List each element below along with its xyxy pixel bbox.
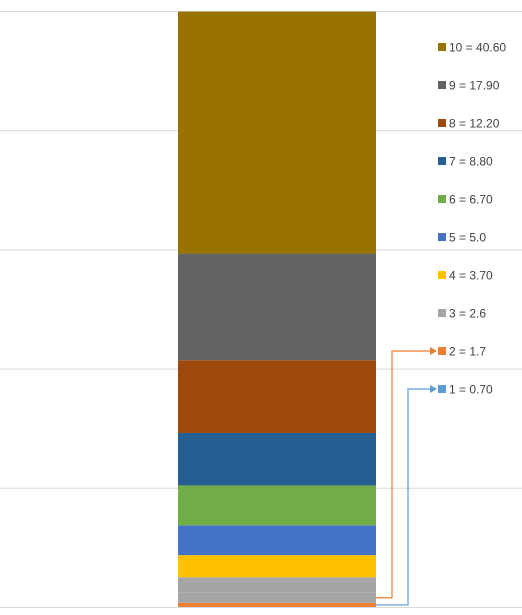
legend-swatch-10 <box>438 43 446 51</box>
legend-swatch-5 <box>438 233 446 241</box>
legend-swatch-8 <box>438 119 446 127</box>
legend-label-6: 6 = 6.70 <box>449 193 493 207</box>
legend-swatch-6 <box>438 195 446 203</box>
callout-line-2 <box>376 351 432 598</box>
callout-arrowhead-1 <box>430 385 437 393</box>
legend-label-2: 2 = 1.7 <box>449 345 486 359</box>
legend-label-4: 4 = 3.70 <box>449 269 493 283</box>
bar-segment-4 <box>178 555 376 577</box>
legend-swatch-1 <box>438 385 446 393</box>
legend-swatch-9 <box>438 81 446 89</box>
legend-label-1: 1 = 0.70 <box>449 383 493 397</box>
legend-swatch-3 <box>438 309 446 317</box>
callout-arrows <box>376 347 437 605</box>
legend: 10 = 40.60 9 = 17.90 8 = 12.20 7 = 8.80 6 = … <box>438 41 506 397</box>
bar-segment-5 <box>178 525 376 555</box>
legend-label-3: 3 = 2.6 <box>449 307 486 321</box>
legend-label-7: 7 = 8.80 <box>449 155 493 169</box>
bar-segment-8 <box>178 360 376 433</box>
legend-label-5: 5 = 5.0 <box>449 231 486 245</box>
legend-swatch-7 <box>438 157 446 165</box>
legend-swatch-2 <box>438 347 446 355</box>
bar-segments <box>178 12 376 607</box>
bar-segment-7 <box>178 433 376 485</box>
legend-label-9: 9 = 17.90 <box>449 79 500 93</box>
bar-segment-1 <box>178 603 376 607</box>
bar-segment-10 <box>178 12 376 254</box>
bar-segment-2 <box>178 593 376 603</box>
legend-swatch-4 <box>438 271 446 279</box>
bar-segment-3 <box>178 577 376 592</box>
callout-arrowhead-2 <box>430 347 437 355</box>
bar-segment-6 <box>178 485 376 525</box>
legend-label-8: 8 = 12.20 <box>449 117 500 131</box>
bar-segment-9 <box>178 254 376 361</box>
callout-line-1 <box>376 389 432 605</box>
legend-label-10: 10 = 40.60 <box>449 41 506 55</box>
